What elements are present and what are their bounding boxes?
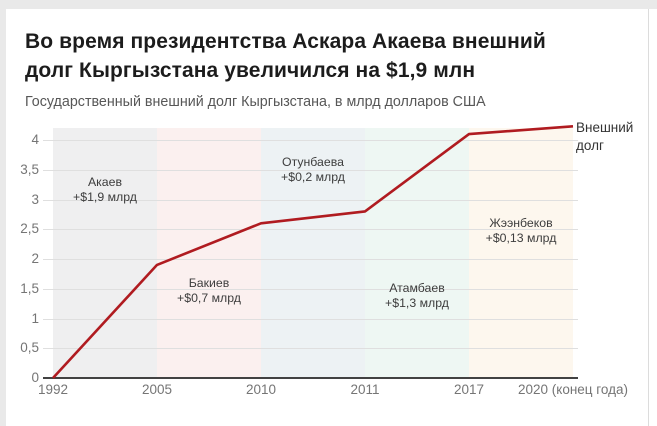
y-tick-label: 2,5 [20, 221, 39, 237]
debt-line-plot [52, 125, 574, 379]
president-name: Жээнбеков [489, 216, 553, 230]
grid-line [43, 140, 578, 141]
band-annotation: Атамбаев +$1,3 млрд [385, 281, 449, 310]
grid-line [43, 288, 578, 290]
debt-delta: +$0,7 млрд [177, 290, 241, 305]
page-title-line1: Во время президентства Аскара Акаева вне… [25, 30, 546, 53]
grid-line [43, 318, 578, 320]
y-tick-label: 0 [31, 370, 39, 385]
grid-line [43, 199, 578, 201]
president-name: Бакиев [188, 276, 230, 290]
page-margin-left [0, 0, 6, 426]
chart-subtitle: Государственный внешний долг Кыргызстана… [25, 94, 486, 110]
president-name: Отунбаева [282, 155, 344, 169]
band-annotation: Жээнбеков +$0,13 млрд [486, 216, 557, 245]
debt-delta: +$1,9 млрд [73, 189, 137, 204]
grid-line [43, 348, 578, 350]
x-tick-label: 2011 [350, 382, 380, 397]
band-1 [53, 128, 157, 378]
debt-line [52, 125, 574, 379]
x-tick-label: 2017 [453, 382, 485, 397]
grid-line [43, 169, 578, 171]
debt-delta: +$0,13 млрд [485, 230, 557, 245]
y-tick-label: 3 [31, 191, 39, 207]
y-tick-label: 2 [31, 251, 39, 266]
legend-label: Внешний долг [576, 120, 634, 153]
x-axis-line [43, 377, 578, 379]
page-title-line2: долг Кыргызстана увеличился на $1,9 млн [25, 59, 476, 82]
chart: 0 0,5 1 1,5 2 2,5 3 3,5 4 1992 2005 2010 2011 2017 202… [0, 118, 657, 413]
x-tick-label: 2010 [245, 382, 277, 397]
band-5 [469, 128, 573, 378]
band-annotation: Акаев +$1,9 млрд [73, 175, 137, 204]
y-tick-label: 4 [31, 132, 39, 147]
band-3 [261, 128, 365, 378]
x-tick-label: 2020 (конец года) [517, 382, 629, 397]
x-tick-label: 2005 [141, 382, 173, 397]
y-tick-label: 0,5 [20, 340, 39, 356]
y-tick-label: 1,5 [20, 280, 39, 296]
page-title: Во время президентства Аскара Акаева вне… [25, 27, 640, 85]
president-name: Атамбаев [389, 281, 445, 295]
grid-line [43, 259, 578, 260]
band-annotation: Бакиев +$0,7 млрд [177, 276, 241, 305]
band-4 [365, 128, 469, 378]
grid-line [43, 229, 578, 231]
page-margin-top [0, 0, 657, 9]
debt-delta: +$1,3 млрд [385, 295, 449, 310]
band-annotation: Отунбаева +$0,2 млрд [281, 155, 345, 184]
y-tick-label: 1 [31, 310, 39, 326]
y-tick-label: 3,5 [20, 161, 39, 177]
x-tick-label: 1992 [37, 382, 69, 397]
band-2 [157, 128, 261, 378]
president-name: Акаев [87, 175, 123, 189]
debt-delta: +$0,2 млрд [281, 169, 345, 184]
